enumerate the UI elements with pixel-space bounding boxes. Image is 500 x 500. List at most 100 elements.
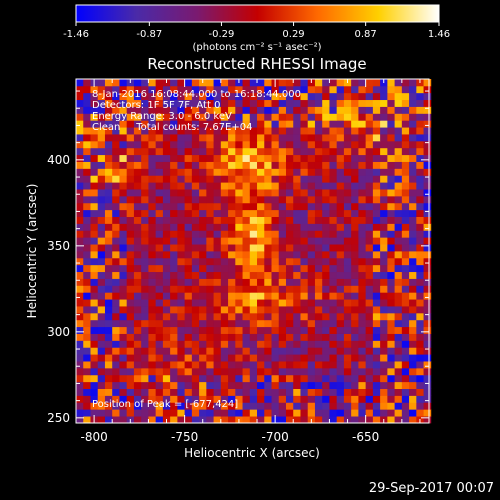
- heatmap-cell: [170, 381, 178, 389]
- heatmap-cell: [351, 326, 359, 334]
- heatmap-cell: [314, 182, 323, 190]
- heatmap-cell: [358, 202, 367, 211]
- heatmap-cell: [242, 113, 251, 121]
- heatmap-cell: [322, 388, 330, 396]
- heatmap-cell: [177, 264, 186, 273]
- heatmap-cell: [314, 202, 323, 211]
- heatmap-cell: [228, 79, 236, 87]
- heatmap-cell: [380, 230, 388, 238]
- heatmap-cell: [112, 168, 120, 176]
- heatmap-cell: [83, 299, 91, 307]
- heatmap-cell: [220, 395, 229, 403]
- heatmap-cell: [423, 244, 432, 252]
- heatmap-cell: [162, 354, 171, 362]
- heatmap-cell: [162, 395, 171, 403]
- heatmap-cell: [285, 251, 294, 259]
- heatmap-cell: [148, 113, 157, 121]
- heatmap-cell: [278, 402, 287, 410]
- heatmap-cell: [285, 216, 294, 224]
- heatmap-cell: [126, 402, 135, 410]
- heatmap-cell: [191, 182, 200, 190]
- heatmap-cell: [206, 182, 214, 190]
- heatmap-cell: [300, 237, 309, 245]
- heatmap-cell: [423, 278, 432, 286]
- heatmap-cell: [387, 85, 396, 94]
- heatmap-cell: [336, 319, 345, 328]
- heatmap-cell: [372, 99, 381, 107]
- heatmap-cell: [293, 278, 301, 286]
- heatmap-cell: [394, 168, 403, 176]
- heatmap-cell: [351, 264, 359, 273]
- heatmap-cell: [184, 189, 193, 197]
- heatmap-cell: [119, 175, 128, 183]
- heatmap-cell: [307, 92, 316, 101]
- heatmap-cell: [170, 140, 178, 149]
- heatmap-cell: [170, 402, 178, 410]
- heatmap-cell: [112, 251, 120, 259]
- heatmap-cell: [409, 202, 417, 211]
- heatmap-cell: [213, 319, 222, 328]
- heatmap-cell: [351, 195, 359, 204]
- heatmap-cell: [170, 251, 178, 259]
- heatmap-cell: [409, 299, 417, 307]
- heatmap-cell: [271, 395, 280, 403]
- heatmap-cell: [423, 202, 432, 211]
- heatmap-cell: [112, 209, 120, 217]
- heatmap-cell: [336, 257, 345, 266]
- heatmap-cell: [372, 388, 381, 396]
- heatmap-cell: [235, 85, 243, 94]
- heatmap-cell: [387, 402, 396, 410]
- heatmap-cell: [257, 251, 265, 259]
- heatmap-cell: [170, 319, 178, 328]
- heatmap-cell: [372, 85, 381, 94]
- heatmap-cell: [76, 168, 84, 176]
- heatmap-cell: [126, 120, 135, 128]
- heatmap-cell: [76, 374, 84, 383]
- heatmap-cell: [199, 223, 207, 231]
- heatmap-cell: [409, 154, 417, 162]
- heatmap-cell: [133, 182, 142, 190]
- heatmap-cell: [90, 216, 99, 224]
- heatmap-cell: [170, 99, 178, 107]
- heatmap-cell: [329, 285, 338, 293]
- heatmap-cell: [293, 85, 301, 94]
- heatmap-cell: [322, 216, 330, 224]
- heatmap-cell: [264, 189, 272, 197]
- heatmap-cell: [300, 175, 309, 183]
- heatmap-cell: [307, 127, 316, 135]
- heatmap-cell: [365, 381, 374, 389]
- heatmap-cell: [257, 333, 265, 341]
- heatmap-cell: [235, 257, 243, 266]
- annotation-clean-counts: Clean Total counts: 7.67E+04: [92, 122, 252, 133]
- heatmap-cell: [351, 202, 359, 211]
- heatmap-cell: [278, 299, 287, 307]
- heatmap-cell: [249, 388, 258, 396]
- heatmap-cell: [141, 340, 149, 348]
- heatmap-cell: [394, 237, 403, 245]
- heatmap-cell: [329, 134, 338, 142]
- heatmap-cell: [97, 312, 106, 321]
- heatmap-cell: [365, 402, 374, 410]
- heatmap-cell: [119, 106, 128, 114]
- heatmap-cell: [83, 154, 91, 162]
- heatmap-cell: [314, 333, 323, 341]
- heatmap-cell: [191, 395, 200, 403]
- heatmap-cell: [380, 347, 388, 355]
- heatmap-cell: [249, 271, 258, 279]
- heatmap-cell: [293, 264, 301, 273]
- heatmap-cell: [148, 182, 157, 190]
- heatmap-cell: [358, 140, 367, 149]
- heatmap-cell: [257, 154, 265, 162]
- heatmap-cell: [104, 99, 113, 107]
- heatmap-cell: [141, 161, 149, 169]
- heatmap-cell: [126, 278, 135, 286]
- heatmap-cell: [177, 361, 186, 369]
- heatmap-cell: [314, 147, 323, 156]
- heatmap-cell: [329, 244, 338, 252]
- heatmap-cell: [394, 113, 403, 121]
- heatmap-cell: [285, 147, 294, 156]
- heatmap-cell: [112, 182, 120, 190]
- heatmap-cell: [90, 202, 99, 211]
- heatmap-cell: [314, 154, 323, 162]
- heatmap-cell: [336, 347, 345, 355]
